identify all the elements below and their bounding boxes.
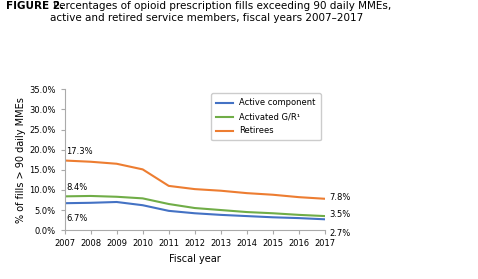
Text: 8.4%: 8.4%	[66, 183, 87, 192]
Text: 6.7%: 6.7%	[66, 214, 87, 223]
Text: 7.8%: 7.8%	[329, 193, 350, 202]
Text: 17.3%: 17.3%	[66, 147, 93, 156]
Text: 2.7%: 2.7%	[329, 229, 350, 238]
Legend: Active component, Activated G/R¹, Retirees: Active component, Activated G/R¹, Retire…	[211, 93, 321, 140]
Text: FIGURE 2.: FIGURE 2.	[6, 1, 64, 11]
Text: Percentages of opioid prescription fills exceeding 90 daily MMEs,
active and ret: Percentages of opioid prescription fills…	[50, 1, 391, 23]
Text: 3.5%: 3.5%	[329, 210, 350, 219]
Y-axis label: % of fills > 90 daily MMEs: % of fills > 90 daily MMEs	[16, 97, 26, 223]
X-axis label: Fiscal year: Fiscal year	[169, 254, 221, 264]
